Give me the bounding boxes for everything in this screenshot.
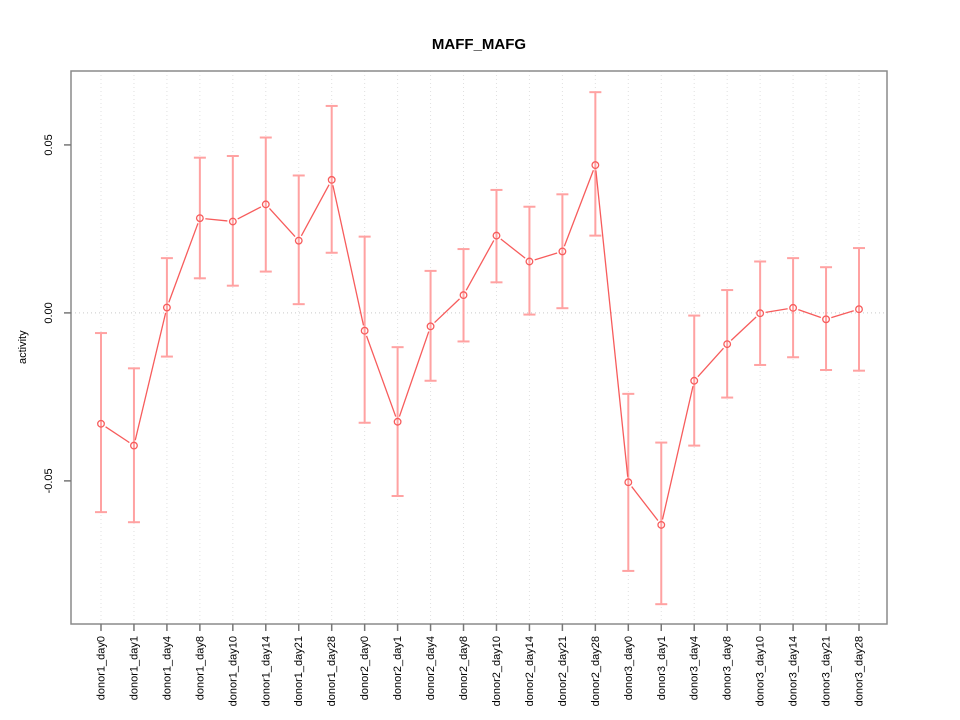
data-point bbox=[459, 291, 468, 300]
y-tick-label: 0.00 bbox=[43, 302, 55, 323]
data-point bbox=[789, 303, 798, 312]
data-point bbox=[261, 200, 270, 209]
x-tick-label: donor2_day21 bbox=[557, 636, 569, 706]
data-point bbox=[393, 417, 402, 426]
series-line-segment bbox=[205, 218, 228, 222]
series-line-segment bbox=[105, 426, 130, 444]
x-tick-label: donor1_day0 bbox=[96, 636, 108, 700]
x-tick-label: donor3_day28 bbox=[854, 636, 866, 706]
series-line-segment bbox=[268, 208, 296, 238]
series-line-segment bbox=[798, 309, 822, 319]
plot-border bbox=[70, 70, 888, 625]
data-point bbox=[97, 419, 105, 428]
series-line-segment bbox=[631, 486, 659, 521]
data-point bbox=[228, 217, 237, 226]
series-line-segment bbox=[500, 238, 526, 259]
series-line-segment bbox=[434, 298, 460, 324]
series-line-segment bbox=[730, 316, 757, 341]
x-tick-label: donor3_day14 bbox=[788, 636, 800, 706]
x-tick-label: donor3_day21 bbox=[821, 636, 833, 706]
data-point bbox=[657, 520, 666, 529]
x-tick-label: donor3_day8 bbox=[722, 636, 734, 700]
data-point bbox=[822, 315, 830, 324]
data-point bbox=[162, 303, 171, 312]
series-line-segment bbox=[237, 206, 262, 220]
x-tick-label: donor1_day1 bbox=[128, 636, 140, 700]
chart-title: MAFF_MAFG bbox=[431, 36, 527, 53]
series-line-segment bbox=[332, 185, 365, 326]
x-tick-label: donor1_day14 bbox=[260, 636, 272, 706]
series-line-segment bbox=[563, 169, 594, 247]
x-tick-label: donor3_day1 bbox=[656, 636, 668, 700]
x-tick-label: donor2_day8 bbox=[458, 636, 470, 700]
series-line-segment bbox=[697, 347, 724, 378]
data-point bbox=[591, 161, 600, 170]
data-point bbox=[723, 340, 732, 349]
series-line-segment bbox=[765, 308, 788, 313]
x-tick-label: donor3_day4 bbox=[689, 636, 701, 700]
series-line-segment bbox=[534, 252, 558, 261]
data-point bbox=[130, 441, 138, 450]
x-tick-label: donor2_day4 bbox=[425, 636, 437, 700]
x-tick-label: donor2_day14 bbox=[524, 636, 536, 706]
x-tick-label: donor2_day0 bbox=[359, 636, 371, 700]
series-line-segment bbox=[595, 170, 629, 477]
data-point bbox=[558, 247, 567, 256]
y-tick-label: -0.05 bbox=[43, 468, 55, 493]
data-point bbox=[855, 305, 863, 314]
series-line-segment bbox=[168, 223, 199, 303]
x-tick-label: donor2_day1 bbox=[392, 636, 404, 700]
series-line-segment bbox=[398, 331, 430, 417]
x-tick-label: donor2_day28 bbox=[590, 636, 602, 706]
x-tick-label: donor2_day10 bbox=[491, 636, 503, 706]
data-point bbox=[756, 309, 765, 318]
data-point bbox=[690, 376, 699, 385]
data-point bbox=[624, 478, 633, 487]
data-point bbox=[294, 236, 303, 245]
y-tick-label: 0.05 bbox=[43, 134, 55, 155]
data-point bbox=[327, 175, 336, 184]
data-point bbox=[360, 326, 369, 335]
x-tick-label: donor3_day0 bbox=[623, 636, 635, 700]
x-tick-label: donor1_day10 bbox=[227, 636, 239, 706]
series-line-segment bbox=[831, 310, 854, 319]
series-line-segment bbox=[465, 240, 495, 291]
series-line-segment bbox=[365, 335, 397, 417]
x-tick-label: donor1_day8 bbox=[194, 636, 206, 700]
series-line-segment bbox=[134, 312, 167, 441]
data-point bbox=[525, 257, 534, 266]
x-tick-label: donor3_day10 bbox=[755, 636, 767, 706]
x-tick-label: donor1_day4 bbox=[161, 636, 173, 700]
series-line-segment bbox=[300, 184, 330, 237]
data-point bbox=[492, 231, 501, 240]
series-line-segment bbox=[661, 385, 694, 520]
x-tick-label: donor1_day28 bbox=[326, 636, 338, 706]
x-tick-label: donor1_day21 bbox=[293, 636, 305, 706]
data-point bbox=[195, 214, 204, 223]
data-point bbox=[426, 322, 435, 331]
